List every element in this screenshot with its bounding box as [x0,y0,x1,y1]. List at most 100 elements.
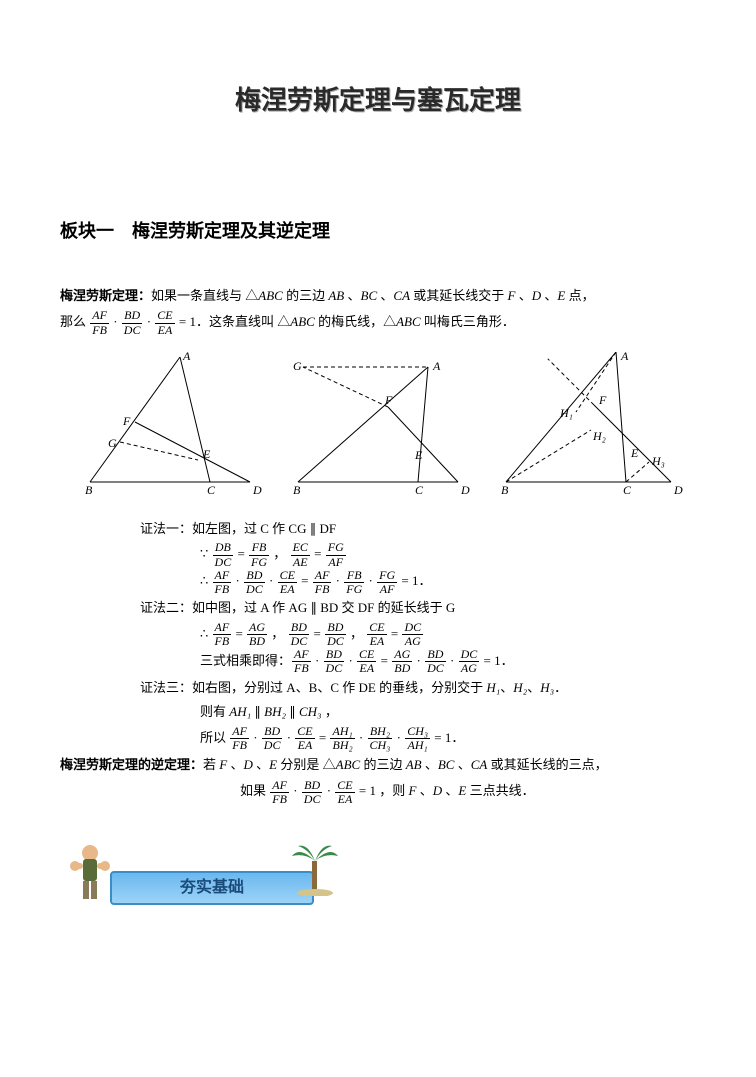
t: ∵ [200,546,212,561]
theorem-statement: 梅涅劳斯定理：如果一条直线与 △ABC 的三边 AB 、BC 、CA 或其延长线… [60,283,696,309]
svg-text:A: A [432,359,441,373]
t: 如中图，过 A 作 AG ∥ BD 交 DF 的延长线于 G [192,600,455,615]
proof-label: 证法二： [140,600,192,615]
t: 点， [565,288,594,303]
t: ， [322,704,338,719]
badge-palm-icon [290,841,340,896]
converse-eq: 如果 AFFB · BDDC · CEEA = 1 ，则 F 、D 、E 三点共… [240,778,696,806]
t: 如果一条直线与 △ [151,288,258,303]
proof-3: 证法三：如右图，分别过 A、B、C 作 DE 的垂线，分别交于 H₁、H₂、H₃… [140,676,696,753]
sym: CA [393,288,410,303]
t: 那么 [60,314,89,329]
svg-text:A: A [182,352,191,363]
svg-text:D: D [460,483,470,497]
t: 、 [516,288,532,303]
t: ∥ [251,704,264,719]
sym: BC [438,757,455,772]
t: 的三边 [283,288,329,303]
t: 所以 [200,730,229,745]
sym: ABC [258,288,283,303]
svg-text:B: B [501,483,509,497]
proof-label: 证法三： [140,680,192,695]
t: ． [451,730,464,745]
converse: 梅涅劳斯定理的逆定理：若 F 、D 、E 分别是 △ABC 的三边 AB 、BC… [60,752,696,778]
t: ， [270,546,290,561]
svg-text:E: E [414,448,423,462]
t: 分别是 △ [277,757,336,772]
diagram-2: A B C D F G E [288,352,478,497]
sym: AB [406,757,422,772]
proof-1: 证法一：如左图，过 C 作 CG ∥ DF ∵ DBDC = FBFG ， EC… [140,517,696,596]
theorem-label: 梅涅劳斯定理： [60,288,151,303]
svg-text:D: D [252,483,262,497]
t: 的梅氏线，△ [315,314,396,329]
main-title: 梅涅劳斯定理与塞瓦定理 [60,80,696,117]
svg-text:B: B [293,483,301,497]
t: 、 [541,288,557,303]
sym: E [269,757,277,772]
sym: H₃ [540,680,554,695]
sym: F [219,757,227,772]
svg-text:H₁: H₁ [559,406,573,420]
sym: H₂ [513,680,527,695]
eq: = 1 [431,730,451,745]
t: 叫梅氏三角形． [421,314,515,329]
t: ∴ [200,626,212,641]
svg-text:D: D [673,483,683,497]
sym: CA [471,757,488,772]
t: 的三边 [360,757,406,772]
sym: BH₂ [264,704,286,719]
sym: F [409,783,417,798]
sym: H₁ [486,680,500,695]
section-title: 板块一 梅涅劳斯定理及其逆定理 [60,217,696,243]
badge-figure-icon [65,841,115,901]
svg-text:H₃: H₃ [651,454,665,468]
t: 则有 [200,704,229,719]
sym: F [508,288,516,303]
t: 如左图，过 C 作 CG ∥ DF [192,521,336,536]
t: ． [501,653,514,668]
svg-text:E: E [202,447,211,461]
t: ∴ [200,573,212,588]
svg-text:B: B [85,483,93,497]
t: 或其延长线交于 [410,288,508,303]
sym: ABC [336,757,361,772]
sym: BC [361,288,378,303]
sym: D [433,783,442,798]
t: 如果 [240,783,269,798]
t: 或其延长线的三点， [487,757,607,772]
svg-text:C: C [207,483,216,497]
t: ．这条直线叫 △ [196,314,290,329]
sym: ABC [396,314,421,329]
converse-label: 梅涅劳斯定理的逆定理： [60,757,203,772]
badge-row: 夯实基础 [60,836,696,916]
eq: = 1 [176,314,196,329]
sym: AB [328,288,344,303]
t: 三式相乘即得： [200,653,291,668]
diagram-3: ABCDFEH₁H₂H₃ [496,352,696,497]
t: 、 [344,288,360,303]
badge-banner: 夯实基础 [110,871,314,905]
t: ． [554,680,567,695]
t: ，则 [376,783,409,798]
t: 、 [377,288,393,303]
svg-text:E: E [630,446,639,460]
t: 若 [203,757,219,772]
eq: = 1 [356,783,376,798]
svg-text:C: C [415,483,424,497]
eq: = 1 [480,653,500,668]
proof-2: 证法二：如中图，过 A 作 AG ∥ BD 交 DF 的延长线于 G ∴ AFF… [140,596,696,675]
svg-text:H₂: H₂ [592,429,606,443]
svg-text:A: A [620,352,629,363]
sym: AH₁ [229,704,251,719]
t: 三点共线． [466,783,534,798]
svg-text:F: F [598,393,607,407]
eq: = 1 [398,573,418,588]
svg-text:G: G [293,359,302,373]
sym: D [244,757,253,772]
sym: ABC [290,314,315,329]
t: ． [418,573,431,588]
diagram-1: ABCDFGE [80,352,270,497]
svg-text:F: F [384,393,393,407]
t: 如右图，分别过 A、B、C 作 DE 的垂线，分别交于 [192,680,486,695]
